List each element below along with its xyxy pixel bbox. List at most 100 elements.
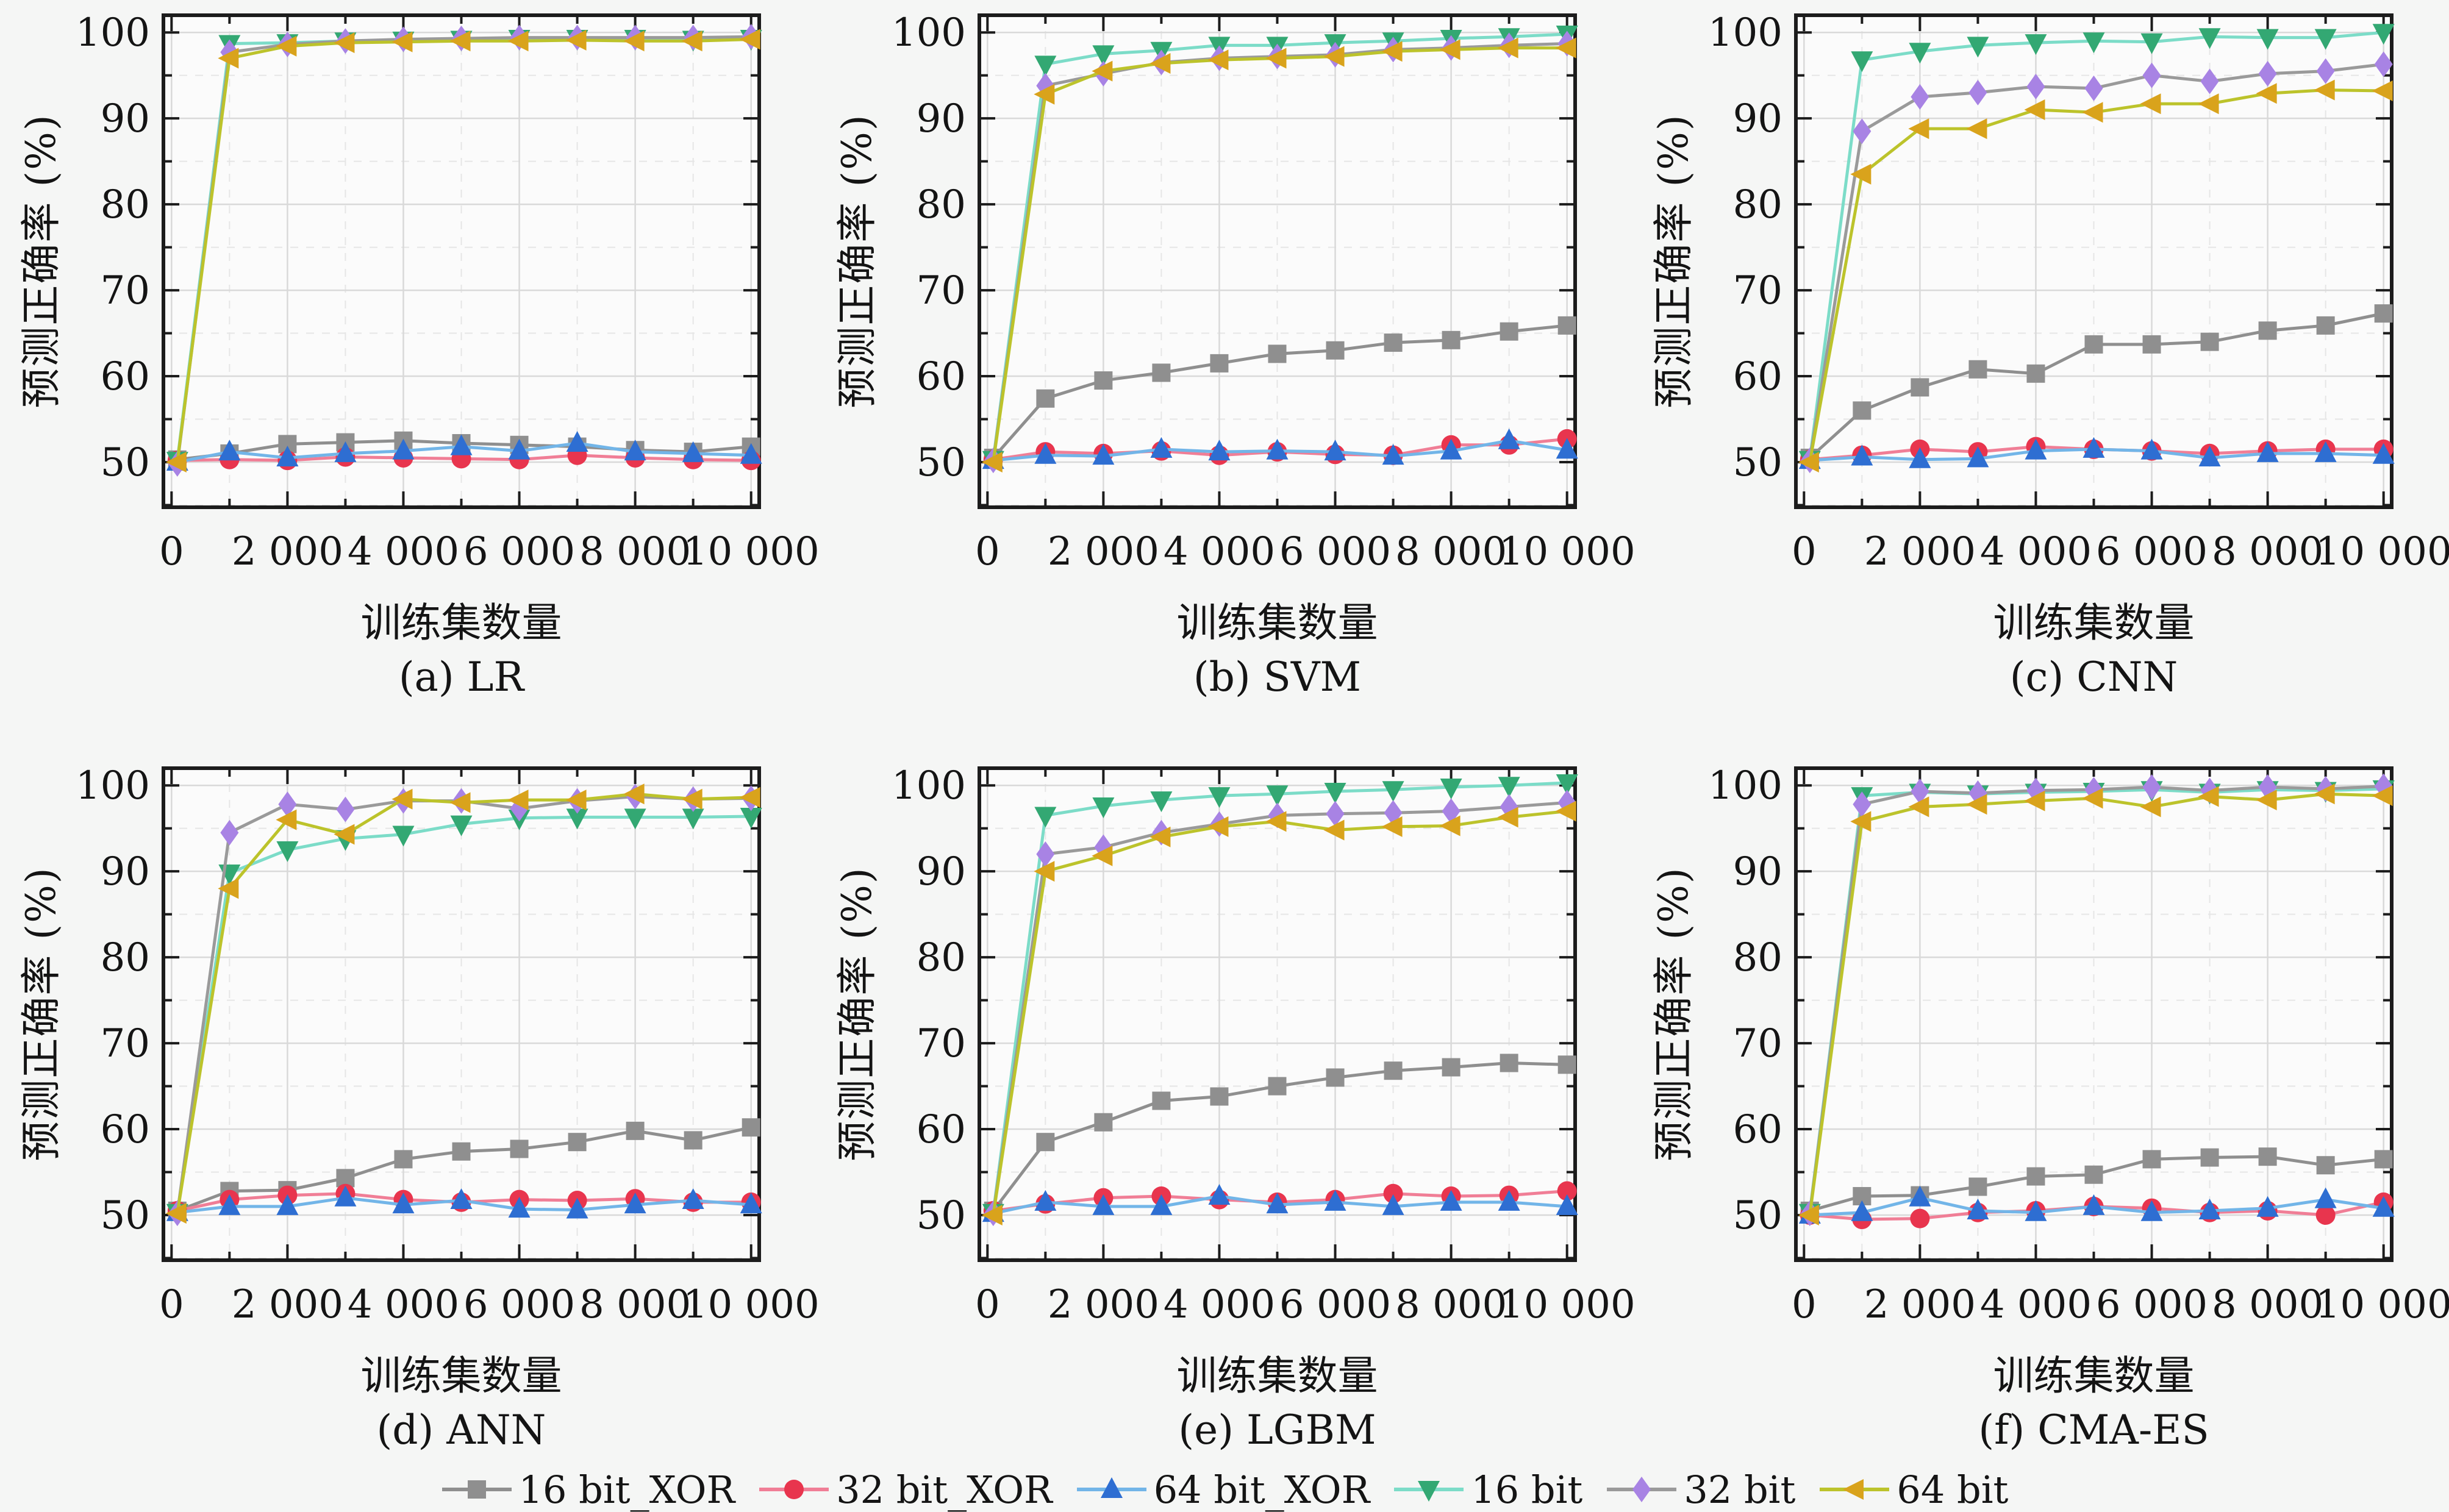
marker-16-bit-xor — [2142, 1150, 2161, 1169]
marker-32-bit — [1326, 801, 1345, 827]
marker-64-bit-xor — [624, 440, 646, 461]
marker-64-bit-xor — [508, 438, 531, 460]
marker-16-bit-xor — [2374, 1150, 2393, 1169]
marker-32-bit — [1442, 798, 1460, 824]
marker-64-bit — [1966, 794, 1987, 815]
x-tick-label: 2 000 — [232, 1282, 343, 1327]
marker-64-bit — [1092, 845, 1113, 866]
marker-64-bit-xor — [276, 445, 299, 466]
marker-64-bit-xor — [1851, 1200, 1873, 1221]
marker-64-bit — [1265, 811, 1287, 832]
marker-32-bit — [1911, 84, 1929, 110]
marker-16-bit-xor — [1152, 363, 1171, 382]
legend-item-64-bit: 64 bit — [1818, 1467, 2008, 1512]
marker-16-bit — [566, 808, 588, 830]
x-axis-label: 训练集数量 — [1993, 1352, 2195, 1399]
legend-marker — [784, 1480, 804, 1499]
marker-64-bit-xor — [1208, 440, 1231, 461]
marker-16-bit-xor — [1268, 344, 1287, 363]
marker-32-bit — [1853, 118, 1872, 144]
marker-64-bit — [218, 48, 239, 69]
marker-16-bit-xor — [684, 1131, 703, 1150]
y-tick-label: 100 — [1708, 10, 1782, 55]
marker-32-bit — [2142, 774, 2161, 801]
marker-16-bit — [1208, 787, 1231, 808]
marker-16-bit-xor — [1853, 401, 1872, 420]
x-axis-label: 训练集数量 — [1176, 599, 1378, 646]
marker-64-bit — [391, 31, 413, 52]
marker-64-bit — [1798, 451, 1819, 472]
marker-64-bit — [165, 451, 187, 472]
marker-64-bit-xor — [1150, 437, 1173, 458]
y-tick-label: 60 — [101, 1107, 150, 1152]
x-tick-label: 6 000 — [463, 1282, 575, 1327]
marker-64-bit — [681, 30, 703, 52]
marker-64-bit-xor — [392, 438, 415, 460]
x-tick-label: 4 000 — [1164, 529, 1275, 574]
x-tick-label: 6 000 — [2096, 1282, 2208, 1327]
marker-16-bit-xor — [2258, 1147, 2277, 1166]
y-tick-label: 80 — [1733, 935, 1782, 980]
marker-64-bit-xor — [1266, 438, 1289, 460]
legend-marker — [1632, 1477, 1651, 1502]
marker-64-bit-xor — [1556, 438, 1578, 459]
x-tick-label: 10 000 — [683, 529, 820, 574]
marker-64-bit — [165, 1203, 187, 1224]
legend-item-16-bit: 16 bit — [1393, 1467, 1582, 1512]
marker-32-bit — [2142, 62, 2161, 88]
y-tick-label: 50 — [917, 440, 966, 485]
marker-64-bit-xor — [1498, 1189, 1520, 1211]
y-tick-label: 80 — [1733, 182, 1782, 227]
marker-16-bit-xor — [2084, 335, 2103, 354]
marker-64-bit — [2024, 99, 2045, 121]
marker-16-bit — [1034, 55, 1057, 77]
marker-16-bit-xor — [2374, 304, 2393, 323]
y-tick-label: 100 — [1708, 763, 1782, 808]
marker-16-bit-xor — [1384, 1061, 1403, 1080]
legend-marker — [1100, 1477, 1123, 1498]
marker-64-bit-xor — [1034, 443, 1057, 464]
marker-64-bit-xor — [740, 443, 762, 464]
marker-64-bit-xor — [1498, 428, 1520, 449]
x-tick-label: 0 — [975, 1282, 1000, 1327]
y-tick-label: 70 — [101, 1021, 150, 1066]
marker-64-bit-xor — [2025, 1200, 2047, 1221]
y-tick-label: 50 — [1733, 440, 1782, 485]
marker-32-bit — [336, 796, 355, 822]
marker-64-bit-xor — [392, 1193, 415, 1214]
marker-32-bit — [220, 819, 239, 846]
x-tick-label: 2 000 — [1048, 1282, 1159, 1327]
marker-64-bit-xor — [450, 434, 473, 455]
marker-64-bit-xor — [2256, 1196, 2279, 1217]
marker-64-bit-xor — [2140, 1200, 2163, 1221]
legend-item-32-bit: 32 bit — [1606, 1467, 1795, 1512]
x-axis-label: 训练集数量 — [360, 599, 562, 646]
marker-32-bit — [2084, 777, 2103, 803]
y-tick-label: 60 — [101, 354, 150, 399]
marker-64-bit — [1439, 815, 1460, 836]
marker-64-bit — [1966, 118, 1987, 140]
y-tick-label: 90 — [101, 96, 150, 141]
y-tick-label: 70 — [917, 1021, 966, 1066]
marker-64-bit — [2372, 785, 2393, 807]
marker-16-bit — [2025, 34, 2047, 55]
marker-64-bit — [2314, 783, 2335, 805]
marker-16-bit-xor — [2200, 1148, 2219, 1167]
x-tick-label: 2 000 — [1864, 529, 1976, 574]
marker-16-bit — [2256, 29, 2279, 50]
marker-16-bit — [1150, 791, 1173, 813]
marker-64-bit-xor — [1440, 1189, 1462, 1211]
marker-16-bit — [2314, 29, 2337, 50]
marker-64-bit — [449, 792, 471, 813]
marker-16-bit — [1092, 45, 1115, 66]
marker-16-bit-xor — [1500, 1054, 1518, 1072]
y-tick-label: 90 — [1733, 96, 1782, 141]
marker-64-bit — [623, 783, 645, 805]
marker-16-bit-xor — [510, 1139, 529, 1158]
marker-64-bit — [1207, 816, 1229, 837]
y-tick-label: 60 — [1733, 1107, 1782, 1152]
x-tick-label: 4 000 — [348, 529, 459, 574]
